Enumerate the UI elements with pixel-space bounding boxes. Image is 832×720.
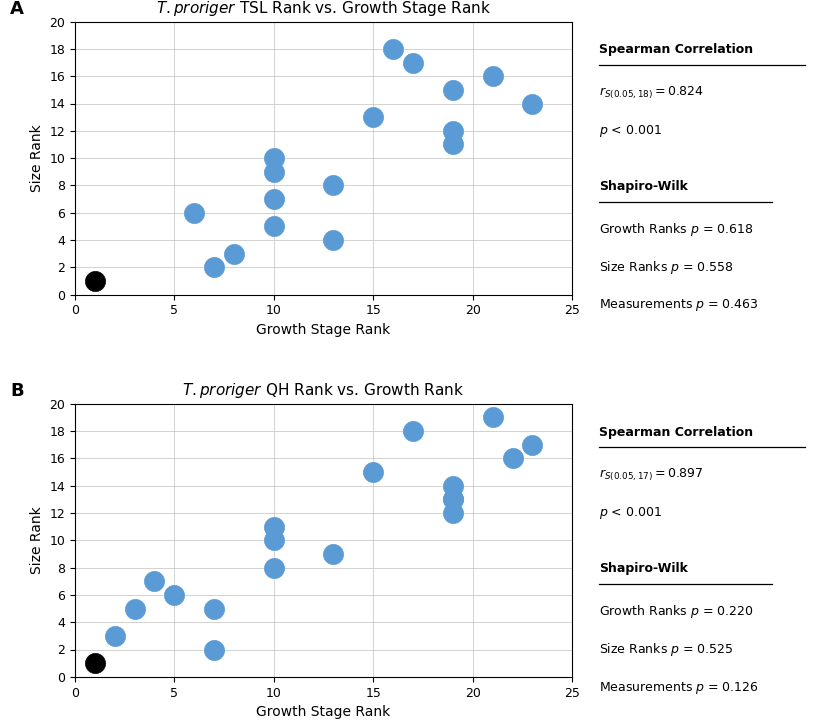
Point: [406, 426, 419, 437]
Point: [327, 548, 340, 559]
Point: [406, 57, 419, 68]
Point: [227, 248, 240, 259]
Point: [327, 234, 340, 246]
Point: [267, 521, 280, 532]
Y-axis label: Size Rank: Size Rank: [30, 506, 44, 574]
Point: [446, 494, 459, 505]
Point: [108, 630, 121, 642]
Point: [267, 220, 280, 232]
Point: [446, 507, 459, 518]
Text: Spearman Correlation: Spearman Correlation: [599, 43, 753, 56]
Point: [267, 193, 280, 204]
Text: Size Ranks $p$ = 0.525: Size Ranks $p$ = 0.525: [599, 642, 733, 658]
X-axis label: Growth Stage Rank: Growth Stage Rank: [256, 705, 391, 719]
Point: [267, 562, 280, 573]
Point: [128, 603, 141, 614]
Text: Growth Ranks $p$ = 0.618: Growth Ranks $p$ = 0.618: [599, 221, 754, 238]
Point: [148, 575, 161, 587]
Point: [506, 453, 519, 464]
Point: [207, 644, 220, 655]
Text: Size Ranks $p$ = 0.558: Size Ranks $p$ = 0.558: [599, 259, 734, 276]
Text: Growth Ranks $p$ = 0.220: Growth Ranks $p$ = 0.220: [599, 603, 753, 620]
Text: B: B: [10, 382, 24, 400]
Text: $p$ < 0.001: $p$ < 0.001: [599, 122, 661, 139]
Point: [267, 534, 280, 546]
Point: [88, 657, 102, 669]
Point: [387, 43, 400, 55]
Text: Measurements $p$ = 0.463: Measurements $p$ = 0.463: [599, 297, 759, 313]
Point: [486, 71, 499, 82]
Point: [207, 603, 220, 614]
Text: $r_{S(0.05, 17)} = 0.897$: $r_{S(0.05, 17)} = 0.897$: [599, 467, 703, 483]
Title: $\it{T. proriger}$ QH Rank vs. Growth Rank: $\it{T. proriger}$ QH Rank vs. Growth Ra…: [182, 382, 464, 400]
Text: $p$ < 0.001: $p$ < 0.001: [599, 505, 661, 521]
Text: A: A: [10, 0, 24, 18]
Point: [207, 261, 220, 273]
Text: Shapiro-Wilk: Shapiro-Wilk: [599, 180, 687, 193]
Point: [446, 84, 459, 96]
Point: [88, 275, 102, 287]
Text: Measurements $p$ = 0.126: Measurements $p$ = 0.126: [599, 680, 759, 696]
Point: [367, 112, 380, 123]
Point: [446, 139, 459, 150]
Point: [526, 439, 539, 451]
Text: $r_{S(0.05, 18)} = 0.824$: $r_{S(0.05, 18)} = 0.824$: [599, 84, 704, 101]
Point: [267, 166, 280, 178]
Point: [267, 153, 280, 164]
Point: [526, 98, 539, 109]
Point: [446, 494, 459, 505]
Y-axis label: Size Rank: Size Rank: [30, 125, 44, 192]
Point: [446, 480, 459, 492]
Text: Spearman Correlation: Spearman Correlation: [599, 426, 753, 438]
Point: [327, 179, 340, 191]
Text: Shapiro-Wilk: Shapiro-Wilk: [599, 562, 687, 575]
Point: [168, 589, 181, 600]
Point: [187, 207, 201, 218]
Title: $\it{T. proriger}$ TSL Rank vs. Growth Stage Rank: $\it{T. proriger}$ TSL Rank vs. Growth S…: [156, 0, 491, 18]
Point: [367, 467, 380, 478]
Point: [446, 125, 459, 137]
Point: [486, 412, 499, 423]
X-axis label: Growth Stage Rank: Growth Stage Rank: [256, 323, 391, 337]
